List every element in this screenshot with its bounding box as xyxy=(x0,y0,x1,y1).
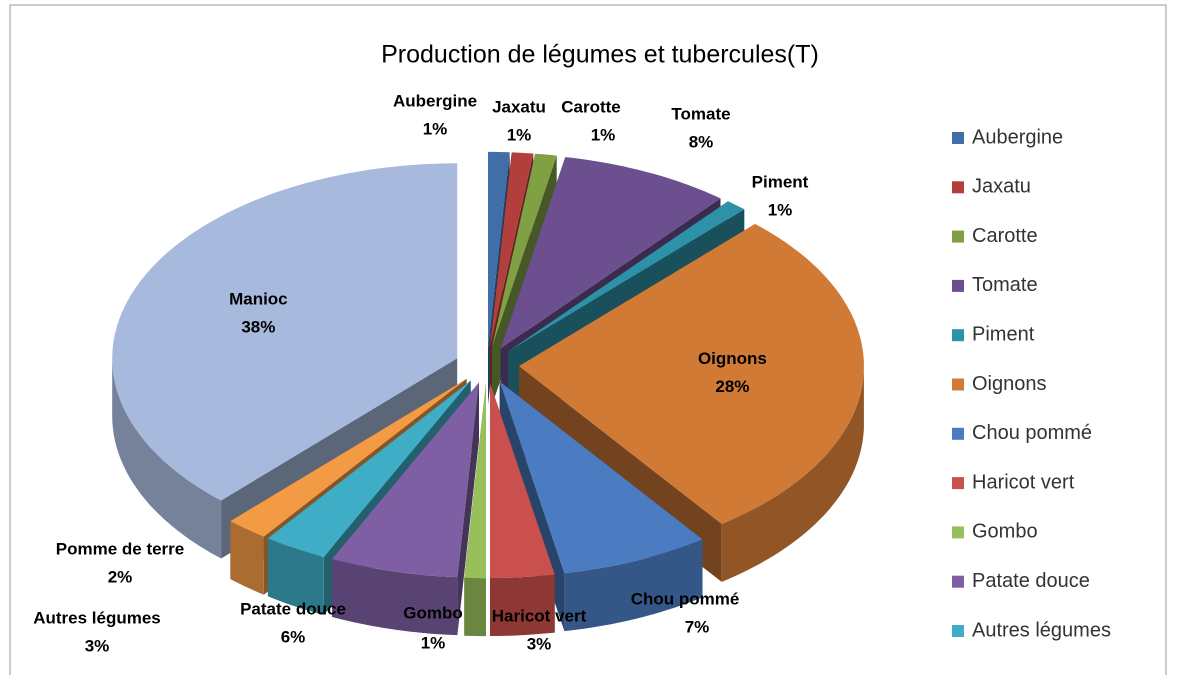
slice-top xyxy=(500,157,721,349)
slice-wall xyxy=(721,366,864,582)
data-label-name: Piment xyxy=(752,172,809,191)
data-label-name: Gombo xyxy=(403,603,463,622)
data-label-name: Jaxatu xyxy=(492,97,546,116)
legend-label: Piment xyxy=(972,323,1035,345)
legend-swatch xyxy=(952,181,964,194)
slice-top xyxy=(488,151,510,347)
data-label-value: 38% xyxy=(241,317,275,336)
data-label-name: Carotte xyxy=(561,97,621,116)
data-label-value: 1% xyxy=(421,633,446,652)
slice-top xyxy=(230,378,467,537)
data-label-value: 1% xyxy=(768,200,793,219)
legend-label: Carotte xyxy=(972,225,1038,247)
data-label-value: 8% xyxy=(689,132,714,151)
slice-top xyxy=(112,163,458,501)
slice-wall xyxy=(230,521,264,595)
legend-swatch xyxy=(952,329,964,342)
data-label-value: 2% xyxy=(108,567,133,586)
slice-top xyxy=(332,382,479,578)
slice-wall xyxy=(490,574,555,636)
data-label-name: Aubergine xyxy=(393,91,477,110)
slice-wall xyxy=(267,538,324,615)
legend-swatch xyxy=(952,378,964,391)
legend-label: Chou pommé xyxy=(972,422,1092,444)
data-label-name: Tomate xyxy=(671,104,730,123)
data-label-value: 6% xyxy=(281,627,306,646)
slice xyxy=(499,381,703,632)
data-label-value: 1% xyxy=(507,125,532,144)
slice-top xyxy=(490,152,534,347)
legend-swatch xyxy=(952,526,964,539)
data-label-value: 28% xyxy=(715,377,749,396)
data-label-name: Patate douce xyxy=(240,599,346,618)
data-label-name: Oignons xyxy=(698,349,767,368)
slice xyxy=(464,383,486,637)
legend-label: Gombo xyxy=(972,521,1038,543)
data-label-name: Manioc xyxy=(229,289,288,308)
legend-label: Patate douce xyxy=(972,570,1090,592)
slice-top xyxy=(508,201,745,352)
legend-label: Haricot vert xyxy=(972,471,1075,493)
legend-swatch xyxy=(952,230,964,243)
data-label-name: Autres légumes xyxy=(33,608,161,627)
legend-label: Tomate xyxy=(972,274,1038,296)
slice-top xyxy=(464,383,486,579)
slice-top xyxy=(267,380,471,557)
slice-wall xyxy=(332,559,458,636)
slice-wall xyxy=(564,539,703,632)
slice-top xyxy=(518,224,864,524)
data-label-value: 1% xyxy=(591,125,616,144)
chart-title: Production de légumes et tubercules(T) xyxy=(381,41,819,69)
legend-label: Autres légumes xyxy=(972,619,1111,641)
legend-swatch xyxy=(952,279,964,292)
data-label-value: 3% xyxy=(527,634,552,653)
legend-swatch xyxy=(952,575,964,588)
legend-swatch xyxy=(952,132,964,144)
data-label-name: Haricot vert xyxy=(492,606,587,625)
slice xyxy=(490,383,555,636)
legend-swatch xyxy=(952,625,964,637)
slice-wall xyxy=(112,358,222,559)
legend-label: Jaxatu xyxy=(972,176,1031,198)
slice-top xyxy=(499,381,703,574)
data-label-value: 7% xyxy=(685,617,710,636)
data-label-value: 1% xyxy=(423,119,448,138)
legend-label: Oignons xyxy=(972,373,1047,395)
slice-top xyxy=(490,383,555,578)
slice-top xyxy=(492,153,557,348)
slice-wall xyxy=(464,577,486,637)
data-label-name: Pomme de terre xyxy=(56,539,185,558)
slice xyxy=(332,382,479,636)
legend-label: Aubergine xyxy=(972,126,1063,148)
data-label-value: 3% xyxy=(85,636,110,655)
legend-swatch xyxy=(952,427,964,440)
legend-swatch xyxy=(952,477,964,490)
data-label-name: Chou pommé xyxy=(631,589,740,608)
